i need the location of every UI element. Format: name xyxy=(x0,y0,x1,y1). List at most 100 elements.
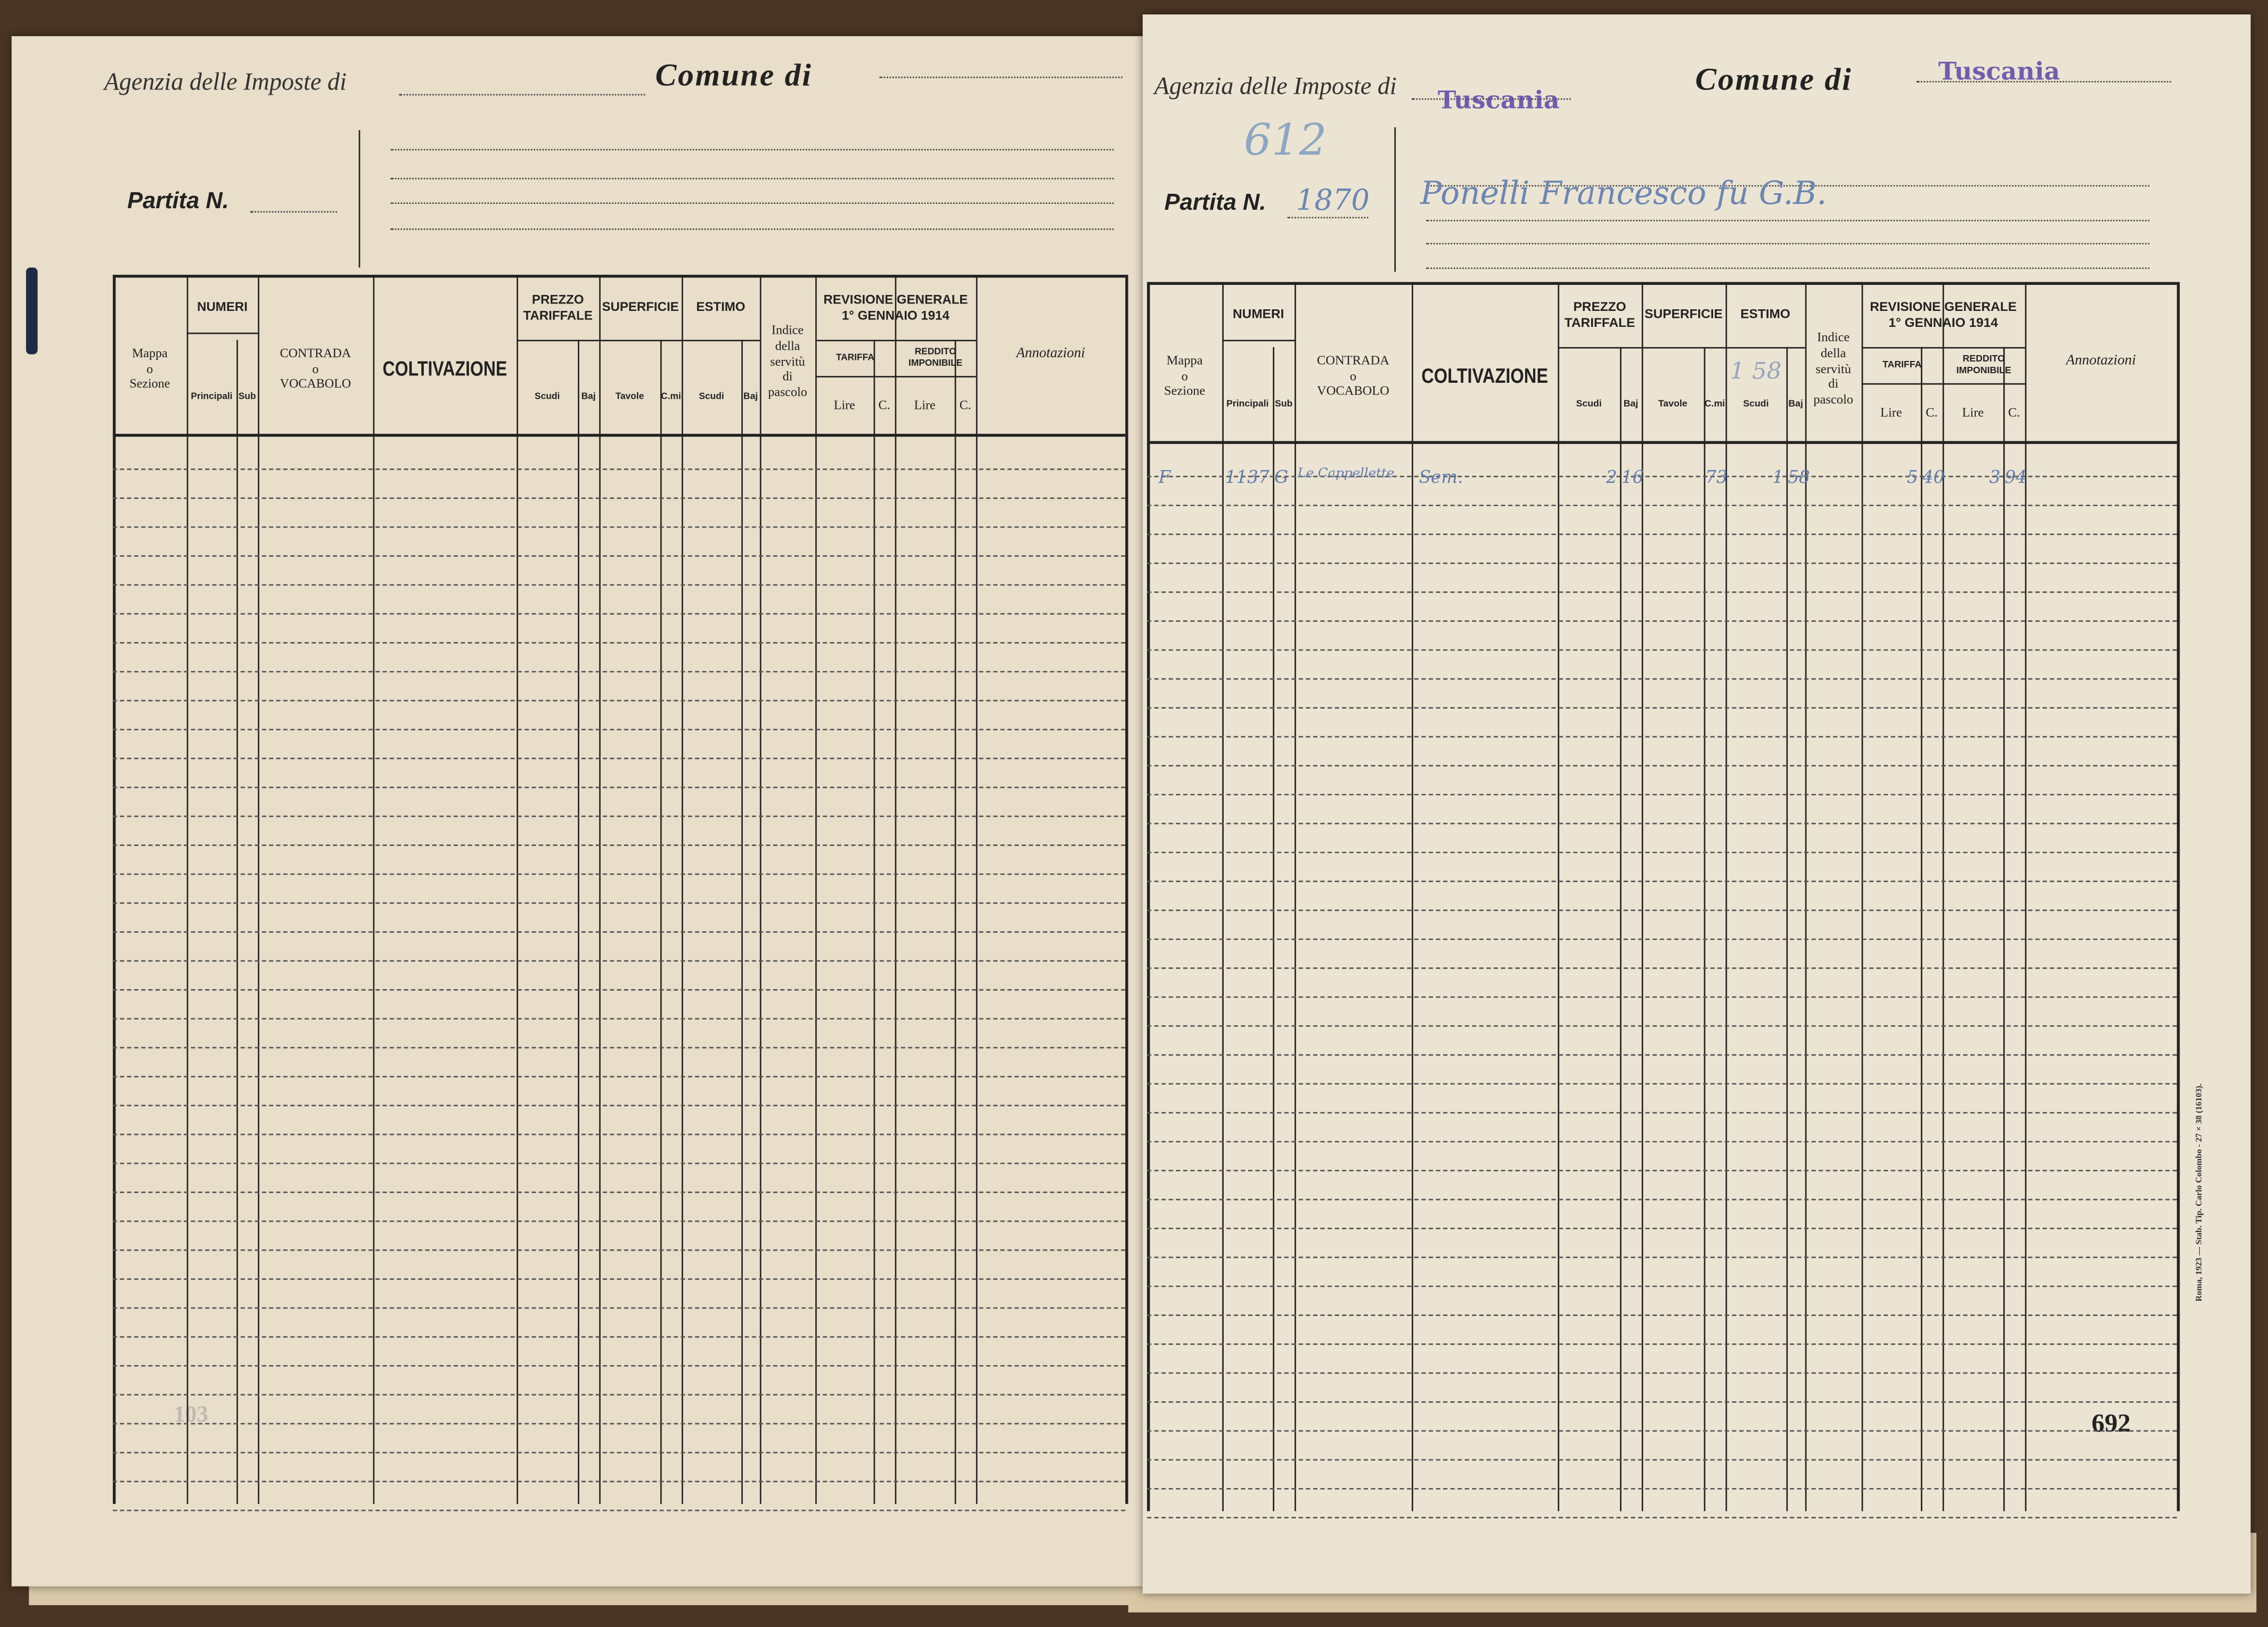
column-line xyxy=(976,275,978,1504)
table-row-line xyxy=(112,584,1126,586)
column-line xyxy=(1125,275,1128,1504)
header-divider-line xyxy=(1222,340,1295,342)
header-principali: Principali xyxy=(191,392,233,402)
header-prezzo-line: PREZZO xyxy=(531,291,584,307)
header-tariffa: TARIFFA xyxy=(836,352,874,363)
subcolumn-line xyxy=(2003,347,2005,1511)
header-scudi: Scudi xyxy=(535,392,560,402)
column-line xyxy=(682,275,683,1504)
header-contrada-line: VOCABOLO xyxy=(1317,383,1389,399)
header-mappa-line: o xyxy=(146,360,153,376)
header-baj: Baj xyxy=(581,392,596,402)
header-divider xyxy=(358,130,361,268)
header-mappa: Mappa o Sezione xyxy=(1147,311,1222,441)
table-row-line xyxy=(112,1220,1126,1222)
header-baj: Baj xyxy=(1788,399,1803,409)
header-divider-line xyxy=(815,376,895,377)
header-mappa-line: o xyxy=(1181,368,1188,383)
subcolumn-line xyxy=(1273,347,1274,1511)
header-indice-line: di xyxy=(1828,376,1839,391)
header-divider-line xyxy=(599,340,682,342)
table-row-line xyxy=(112,642,1126,644)
table-row-line xyxy=(1147,1343,2177,1345)
table-row-line xyxy=(112,989,1126,991)
header-revisione: REVISIONE GENERALE 1° GENNAIO 1914 xyxy=(815,275,976,340)
table-row-line xyxy=(1147,1228,2177,1229)
header-numeri: NUMERI xyxy=(1232,307,1284,322)
table-row-line xyxy=(1147,794,2177,795)
header-divider-line xyxy=(1641,347,1726,349)
comune-stamp: Tuscania xyxy=(1938,57,2060,87)
header-mappa: Mappa o Sezione xyxy=(113,303,187,433)
cell-reddito-lire: 3 xyxy=(1989,467,2001,488)
table-row-line xyxy=(112,902,1126,904)
comune-line xyxy=(1916,81,2172,83)
table-row-line xyxy=(112,931,1126,933)
table-row-line xyxy=(112,728,1126,730)
header-prezzo-line: TARIFFALE xyxy=(1564,314,1635,329)
header-prezzo-line: TARIFFALE xyxy=(523,307,593,322)
header-indice-line: di xyxy=(782,369,793,384)
header-prezzo: PREZZO TARIFFALE xyxy=(517,275,599,340)
header-numeri: NUMERI xyxy=(197,299,248,314)
table-top-border xyxy=(112,275,1126,278)
table-row-line xyxy=(1147,1054,2177,1056)
header-baj: Baj xyxy=(1623,399,1639,409)
owner-line xyxy=(1426,243,2150,245)
table-row-line xyxy=(1147,736,2177,738)
partita-number: 1870 xyxy=(1296,182,1370,217)
table-row-line xyxy=(112,613,1126,615)
header-divider-line xyxy=(895,376,976,377)
header-bottom-border xyxy=(1147,441,2177,444)
header-divider-line xyxy=(1558,347,1642,349)
table-row-line xyxy=(1147,1025,2177,1027)
comune-label: Comune di xyxy=(655,56,813,93)
table-row-line xyxy=(112,1336,1126,1338)
owner-line xyxy=(390,178,1114,179)
cell-coltivazione: Sem. xyxy=(1419,467,1463,488)
subcolumn-line xyxy=(1921,347,1922,1511)
header-tavole: Tavole xyxy=(615,392,644,402)
table-row-line xyxy=(112,1047,1126,1049)
table-row-line xyxy=(112,1481,1126,1483)
owner-name: Ponelli Francesco fu G.B. xyxy=(1420,176,1827,213)
column-line xyxy=(2025,282,2027,1511)
header-c: C. xyxy=(959,397,971,412)
header-sub: Sub xyxy=(1274,399,1293,409)
table-row-line xyxy=(112,758,1126,760)
table-row-line xyxy=(112,1075,1126,1078)
column-line xyxy=(112,275,116,1504)
column-line xyxy=(759,275,762,1504)
agenzia-stamp: Tuscania xyxy=(1437,86,1560,116)
header-reddito: REDDITO IMPONIBILE xyxy=(908,347,963,368)
header-divider-line xyxy=(682,340,760,342)
header-divider-line xyxy=(1861,383,1943,385)
table-row-line xyxy=(1147,1198,2177,1201)
column-line xyxy=(1412,282,1413,1511)
column-line xyxy=(895,275,897,1504)
table-row-line xyxy=(1147,938,2177,940)
header-divider-line xyxy=(186,332,258,334)
table-row-line xyxy=(1147,851,2177,853)
agenzia-line xyxy=(1412,98,1571,100)
table-row-line xyxy=(112,526,1126,528)
table-row-line xyxy=(1147,678,2177,680)
column-line xyxy=(186,275,189,1504)
agenzia-label: Agenzia delle Imposte di xyxy=(1154,72,1397,100)
table-row-line xyxy=(1147,1459,2177,1461)
column-line xyxy=(1558,282,1560,1511)
header-lire: Lire xyxy=(914,397,936,412)
header-indice: Indice della servitù di pascolo xyxy=(1805,297,1862,441)
header-c: C. xyxy=(1926,404,1938,419)
subcolumn-line xyxy=(236,340,238,1504)
table-row-line xyxy=(112,1365,1126,1367)
owner-line xyxy=(390,149,1114,151)
header-scudi: Scudi xyxy=(1743,399,1769,409)
owner-line xyxy=(1426,185,2150,187)
binding-tab xyxy=(26,267,38,355)
subcolumn-line xyxy=(578,340,579,1504)
register-table: Mappa o Sezione NUMERI Principali Sub CONTRADA… xyxy=(1147,282,2180,1519)
header-cmi: C.mi xyxy=(1704,399,1725,409)
header-tavole: Tavole xyxy=(1658,399,1688,409)
header-lire: Lire xyxy=(1880,404,1902,419)
